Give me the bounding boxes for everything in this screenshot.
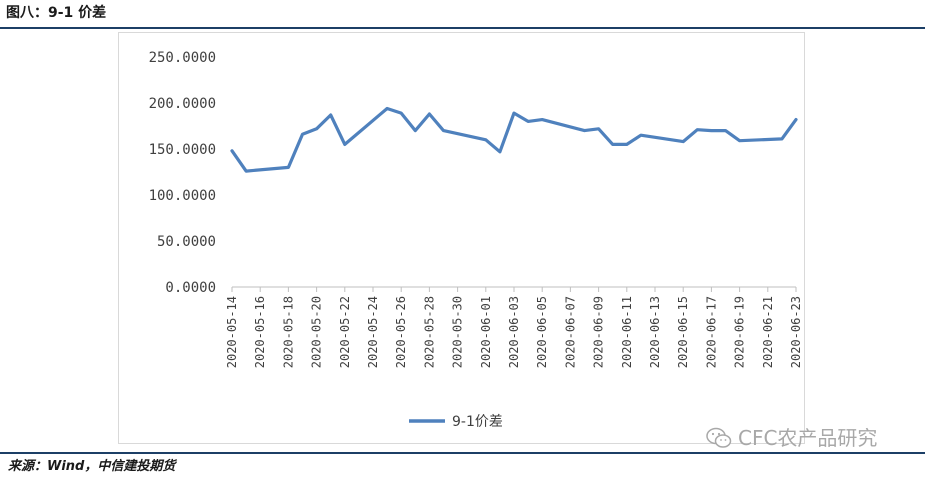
x-tick-label: 2020-06-03 — [507, 296, 521, 368]
y-tick-label: 0.0000 — [165, 280, 216, 296]
plot-area — [230, 106, 798, 173]
y-axis: 0.0000 50.0000 100.0000 150.0000 200.0000 250… — [149, 50, 216, 296]
watermark-text: CFC农产品研究 — [738, 426, 878, 450]
legend: 9-1价差 — [409, 414, 503, 430]
x-axis: 2020-05-14 2020-05-16 2020-05-18 2020-05-20… — [225, 286, 803, 368]
y-tick-label: 250.0000 — [149, 50, 216, 66]
y-tick-label: 100.0000 — [149, 188, 216, 204]
x-tick-label: 2020-05-30 — [451, 296, 465, 368]
x-tick-label: 2020-06-19 — [733, 296, 747, 368]
y-tick-label: 150.0000 — [149, 142, 216, 158]
x-tick-label: 2020-05-16 — [253, 296, 267, 368]
x-tick-label: 2020-06-11 — [620, 296, 634, 368]
x-tick-label: 2020-06-07 — [563, 296, 577, 368]
x-tick-label: 2020-06-17 — [704, 296, 718, 368]
y-tick-label: 200.0000 — [149, 96, 216, 112]
bottom-rule — [0, 452, 925, 454]
x-tick-label: 2020-05-26 — [394, 296, 408, 368]
x-tick-label: 2020-05-20 — [310, 296, 324, 368]
x-tick-label: 2020-05-24 — [366, 296, 380, 368]
line-chart: 0.0000 50.0000 100.0000 150.0000 200.0000 250… — [149, 50, 803, 430]
top-rule — [0, 27, 925, 29]
series-line — [230, 106, 798, 173]
x-tick-label: 2020-05-14 — [225, 296, 239, 368]
x-tick-label: 2020-06-09 — [592, 296, 606, 368]
legend-label: 9-1价差 — [452, 414, 503, 430]
x-tick-label: 2020-06-23 — [789, 296, 803, 368]
chart-frame: 0.0000 50.0000 100.0000 150.0000 200.0000 250… — [118, 32, 805, 444]
source-note: 来源：Wind，中信建投期货 — [8, 459, 176, 474]
x-tick-label: 2020-06-05 — [535, 296, 549, 368]
x-tick-label: 2020-05-22 — [338, 296, 352, 368]
x-tick-label: 2020-05-28 — [422, 296, 436, 368]
x-tick-label: 2020-06-15 — [676, 296, 690, 368]
watermark: CFC农产品研究 — [706, 426, 877, 450]
x-tick-label: 2020-06-21 — [761, 296, 775, 368]
wechat-icon — [706, 427, 732, 448]
y-tick-label: 50.0000 — [157, 234, 216, 250]
x-tick-label: 2020-06-01 — [479, 296, 493, 368]
figure-title: 图八：9-1 价差 — [6, 5, 107, 21]
x-tick-label: 2020-06-13 — [648, 296, 662, 368]
x-tick-label: 2020-05-18 — [281, 296, 295, 368]
